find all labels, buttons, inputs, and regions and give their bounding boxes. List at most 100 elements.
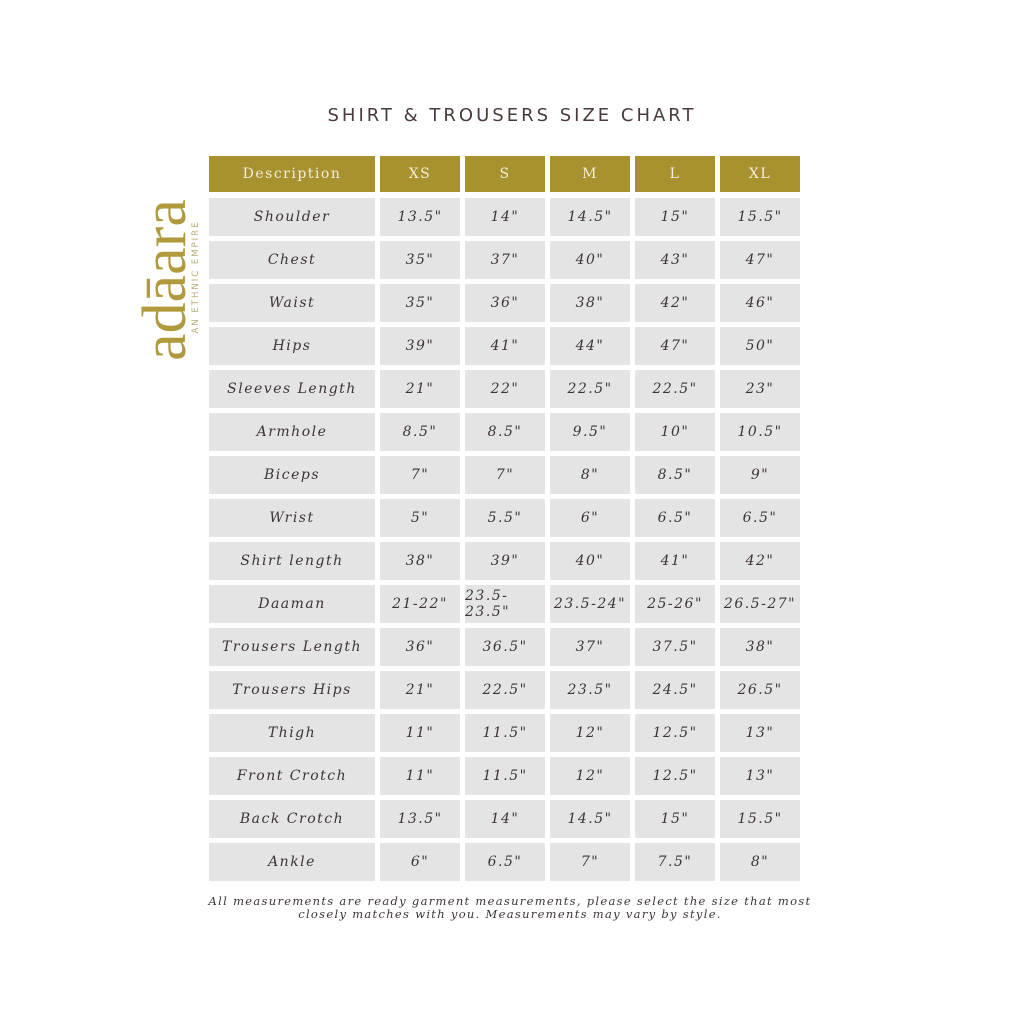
value-cell: 15.5" xyxy=(720,198,800,236)
header-cell: Description xyxy=(209,156,375,192)
value-cell: 22.5" xyxy=(550,370,630,408)
logo-wordmark: adāara xyxy=(131,199,199,361)
value-cell: 22" xyxy=(465,370,545,408)
description-cell: Shoulder xyxy=(209,198,375,236)
value-cell: 38" xyxy=(550,284,630,322)
value-cell: 11" xyxy=(380,714,460,752)
table-row: Shoulder 13.5" 14" 14.5" 15" 15.5" xyxy=(209,198,805,236)
value-cell: 41" xyxy=(465,327,545,365)
description-cell: Armhole xyxy=(209,413,375,451)
value-cell: 13.5" xyxy=(380,800,460,838)
table-row: Hips 39" 41" 44" 47" 50" xyxy=(209,327,805,365)
value-cell: 46" xyxy=(720,284,800,322)
table-row: Chest 35" 37" 40" 43" 47" xyxy=(209,241,805,279)
table-row: Biceps 7" 7" 8" 8.5" 9" xyxy=(209,456,805,494)
value-cell: 14" xyxy=(465,800,545,838)
value-cell: 37" xyxy=(550,628,630,666)
value-cell: 47" xyxy=(635,327,715,365)
value-cell: 6" xyxy=(380,843,460,881)
value-cell: 21" xyxy=(380,370,460,408)
header-cell: XL xyxy=(720,156,800,192)
table-row: Shirt length 38" 39" 40" 41" 42" xyxy=(209,542,805,580)
value-cell: 21" xyxy=(380,671,460,709)
value-cell: 39" xyxy=(465,542,545,580)
value-cell: 26.5-27" xyxy=(720,585,800,623)
value-cell: 7" xyxy=(550,843,630,881)
value-cell: 23.5-24" xyxy=(550,585,630,623)
description-cell: Wrist xyxy=(209,499,375,537)
value-cell: 35" xyxy=(380,241,460,279)
value-cell: 37.5" xyxy=(635,628,715,666)
value-cell: 50" xyxy=(720,327,800,365)
description-cell: Sleeves Length xyxy=(209,370,375,408)
table-row: Front Crotch 11" 11.5" 12" 12.5" 13" xyxy=(209,757,805,795)
value-cell: 8.5" xyxy=(380,413,460,451)
value-cell: 36" xyxy=(380,628,460,666)
value-cell: 15" xyxy=(635,800,715,838)
value-cell: 7" xyxy=(465,456,545,494)
value-cell: 8.5" xyxy=(635,456,715,494)
value-cell: 23.5" xyxy=(550,671,630,709)
value-cell: 10.5" xyxy=(720,413,800,451)
value-cell: 24.5" xyxy=(635,671,715,709)
value-cell: 8" xyxy=(720,843,800,881)
value-cell: 13" xyxy=(720,757,800,795)
value-cell: 7.5" xyxy=(635,843,715,881)
page-title: SHIRT & TROUSERS SIZE CHART xyxy=(327,105,697,126)
value-cell: 6.5" xyxy=(720,499,800,537)
value-cell: 14.5" xyxy=(550,198,630,236)
value-cell: 15.5" xyxy=(720,800,800,838)
header-cell: S xyxy=(465,156,545,192)
value-cell: 23.5-23.5" xyxy=(465,585,545,623)
footnote: All measurements are ready garment measu… xyxy=(208,894,812,921)
description-cell: Hips xyxy=(209,327,375,365)
value-cell: 10" xyxy=(635,413,715,451)
header-cell: M xyxy=(550,156,630,192)
description-cell: Chest xyxy=(209,241,375,279)
value-cell: 35" xyxy=(380,284,460,322)
table-row: Daaman 21-22" 23.5-23.5" 23.5-24" 25-26" 26.5… xyxy=(209,585,805,623)
value-cell: 38" xyxy=(380,542,460,580)
value-cell: 44" xyxy=(550,327,630,365)
value-cell: 8.5" xyxy=(465,413,545,451)
value-cell: 7" xyxy=(380,456,460,494)
value-cell: 37" xyxy=(465,241,545,279)
value-cell: 6.5" xyxy=(635,499,715,537)
description-cell: Trousers Length xyxy=(209,628,375,666)
value-cell: 21-22" xyxy=(380,585,460,623)
value-cell: 42" xyxy=(635,284,715,322)
value-cell: 22.5" xyxy=(635,370,715,408)
table-row: Trousers Length 36" 36.5" 37" 37.5" 38" xyxy=(209,628,805,666)
value-cell: 41" xyxy=(635,542,715,580)
value-cell: 5" xyxy=(380,499,460,537)
value-cell: 11.5" xyxy=(465,714,545,752)
value-cell: 23" xyxy=(720,370,800,408)
value-cell: 25-26" xyxy=(635,585,715,623)
value-cell: 8" xyxy=(550,456,630,494)
value-cell: 12" xyxy=(550,757,630,795)
description-cell: Daaman xyxy=(209,585,375,623)
value-cell: 22.5" xyxy=(465,671,545,709)
table-row: Armhole 8.5" 8.5" 9.5" 10" 10.5" xyxy=(209,413,805,451)
value-cell: 40" xyxy=(550,241,630,279)
description-cell: Trousers Hips xyxy=(209,671,375,709)
value-cell: 43" xyxy=(635,241,715,279)
value-cell: 14.5" xyxy=(550,800,630,838)
value-cell: 36.5" xyxy=(465,628,545,666)
value-cell: 11" xyxy=(380,757,460,795)
value-cell: 9.5" xyxy=(550,413,630,451)
header-cell: L xyxy=(635,156,715,192)
value-cell: 38" xyxy=(720,628,800,666)
table-row: Waist 35" 36" 38" 42" 46" xyxy=(209,284,805,322)
value-cell: 14" xyxy=(465,198,545,236)
table-row: Sleeves Length 21" 22" 22.5" 22.5" 23" xyxy=(209,370,805,408)
header-cell: XS xyxy=(380,156,460,192)
value-cell: 12" xyxy=(550,714,630,752)
description-cell: Ankle xyxy=(209,843,375,881)
description-cell: Biceps xyxy=(209,456,375,494)
logo-tagline: AN ETHNIC EMPIRE xyxy=(191,220,201,334)
table-row: Thigh 11" 11.5" 12" 12.5" 13" xyxy=(209,714,805,752)
value-cell: 6" xyxy=(550,499,630,537)
value-cell: 5.5" xyxy=(465,499,545,537)
table-row: Trousers Hips 21" 22.5" 23.5" 24.5" 26.5" xyxy=(209,671,805,709)
